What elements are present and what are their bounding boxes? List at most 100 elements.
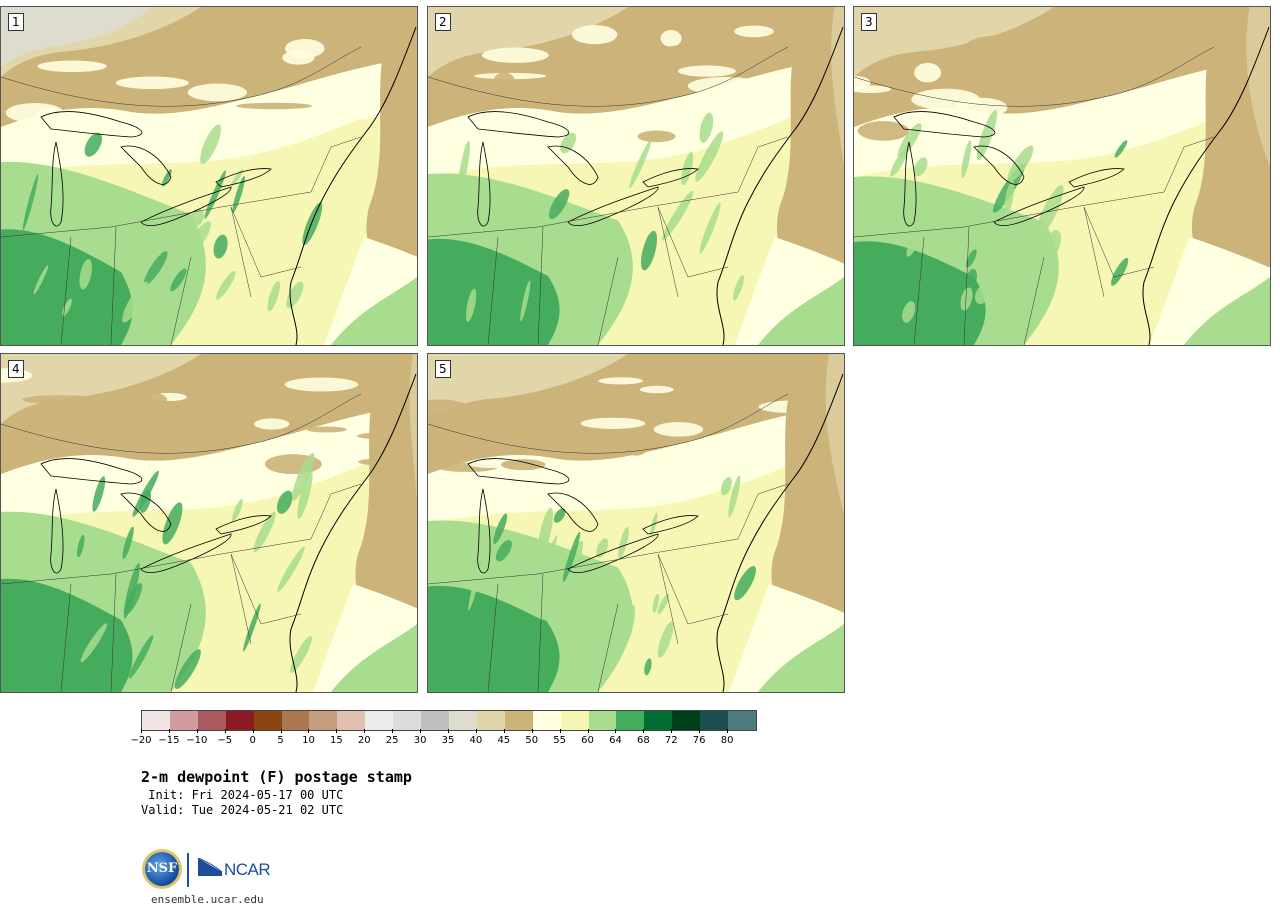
dewpoint-colorbar	[141, 710, 757, 731]
state-border	[428, 191, 739, 238]
moist-region-core	[428, 585, 560, 692]
colorbar-tick-mark	[141, 729, 142, 733]
colorbar-swatch	[728, 711, 756, 730]
state-border	[1, 191, 312, 238]
lake-huron	[547, 492, 599, 532]
colorbar-swatch	[700, 711, 729, 730]
moist-region-core	[1, 578, 133, 692]
colorbar-tick-mark	[531, 729, 533, 733]
colorbar-swatch	[504, 711, 533, 730]
lake-erie	[567, 186, 659, 227]
lake-superior	[893, 111, 996, 138]
colorbar-swatch	[560, 711, 589, 730]
lake-michigan	[903, 141, 917, 227]
dry-region-light	[428, 354, 628, 424]
colorbar-tick-label: 40	[469, 735, 483, 746]
colorbar-swatch	[253, 711, 282, 730]
colorbar-tick-mark	[559, 729, 561, 733]
colorbar-tick-label: −20	[130, 735, 152, 746]
dry-region-light	[854, 7, 1054, 77]
colorbar-tick-mark	[671, 729, 673, 733]
colorbar-swatch	[476, 711, 505, 730]
us-canada-border	[428, 393, 789, 454]
colorbar-tick-mark	[280, 729, 282, 733]
colorbar-swatch	[197, 711, 226, 730]
lake-ontario	[642, 515, 699, 535]
us-canada-border	[1, 46, 362, 107]
colorbar-tick-label: 76	[692, 735, 706, 746]
moist-region-core	[1, 229, 133, 345]
ensemble-member-panel-2: 2	[427, 6, 845, 346]
colorbar-swatch	[225, 711, 254, 730]
dewpoint-map	[428, 354, 844, 692]
dewpoint-map	[428, 7, 844, 345]
lake-michigan	[50, 141, 64, 227]
lake-erie	[567, 533, 659, 574]
moist-region-offshore	[758, 277, 844, 345]
ncar-mark-icon	[198, 858, 222, 876]
colorbar-swatch	[337, 711, 366, 730]
colorbar-tick-mark	[168, 729, 170, 733]
lake-superior	[40, 111, 143, 138]
lake-erie	[140, 533, 232, 574]
state-border	[657, 136, 789, 278]
moist-region-offshore	[331, 277, 417, 345]
colorbar-swatch	[421, 711, 449, 730]
colorbar-tick-label: 5	[277, 735, 284, 746]
ensemble-member-panel-3: 3	[853, 6, 1271, 346]
colorbar-tick-mark	[336, 729, 338, 733]
atlantic-coastline	[716, 373, 844, 692]
dewpoint-map	[854, 7, 1270, 345]
colorbar-tick-mark	[364, 729, 366, 733]
state-border	[854, 191, 1165, 238]
lake-huron	[120, 492, 172, 532]
figure-title: 2-m dewpoint (F) postage stamp	[141, 768, 412, 786]
panel-number-label: 2	[435, 13, 451, 31]
state-border	[1083, 136, 1215, 278]
us-canada-border	[854, 46, 1215, 107]
colorbar-tick-label: 55	[553, 735, 566, 746]
state-border	[657, 483, 789, 625]
lake-erie	[993, 186, 1085, 227]
panel-number-label: 1	[8, 13, 24, 31]
colorbar-tick-label: 45	[497, 735, 511, 746]
colorbar-swatch	[588, 711, 617, 730]
init-time: Init: Fri 2024-05-17 00 UTC	[141, 788, 344, 802]
dry-region-light	[1, 354, 201, 424]
colorbar-tick-label: −15	[158, 735, 180, 746]
moist-band-pale	[854, 57, 1270, 177]
panel-number-label: 5	[435, 360, 451, 378]
colorbar-tick-label: 80	[720, 735, 734, 746]
dewpoint-map	[1, 354, 417, 692]
atlantic-coastline	[289, 373, 417, 692]
colorbar-swatch	[142, 711, 170, 730]
lake-ontario	[1068, 168, 1125, 188]
colorbar-tick-mark	[196, 729, 198, 733]
us-canada-border	[1, 393, 362, 454]
state-border	[487, 553, 679, 692]
lake-huron	[547, 145, 599, 185]
colorbar-tick-mark	[587, 729, 589, 733]
colorbar-tick-label: 10	[302, 735, 315, 746]
lake-michigan	[50, 488, 64, 574]
nsf-logo: NSF	[145, 852, 179, 886]
lake-huron	[973, 145, 1025, 185]
lake-michigan	[477, 488, 491, 574]
colorbar-swatch	[309, 711, 338, 730]
colorbar-tick-mark	[420, 729, 422, 733]
moist-region-offshore	[331, 624, 417, 692]
lake-superior	[467, 111, 570, 138]
state-border	[230, 136, 362, 278]
moist-region-offshore	[758, 624, 844, 692]
panel-number-label: 3	[861, 13, 877, 31]
colorbar-tick-label: 72	[664, 735, 678, 746]
colorbar-tick-label: −5	[217, 735, 233, 746]
colorbar-tick-mark	[392, 729, 394, 733]
colorbar-tick-mark	[643, 729, 645, 733]
colorbar-tick-label: 15	[329, 735, 343, 746]
colorbar-tick-mark	[224, 729, 226, 733]
lake-erie	[140, 186, 232, 227]
state-border	[428, 538, 739, 585]
state-border	[230, 483, 362, 625]
colorbar-tick-mark	[615, 729, 617, 733]
